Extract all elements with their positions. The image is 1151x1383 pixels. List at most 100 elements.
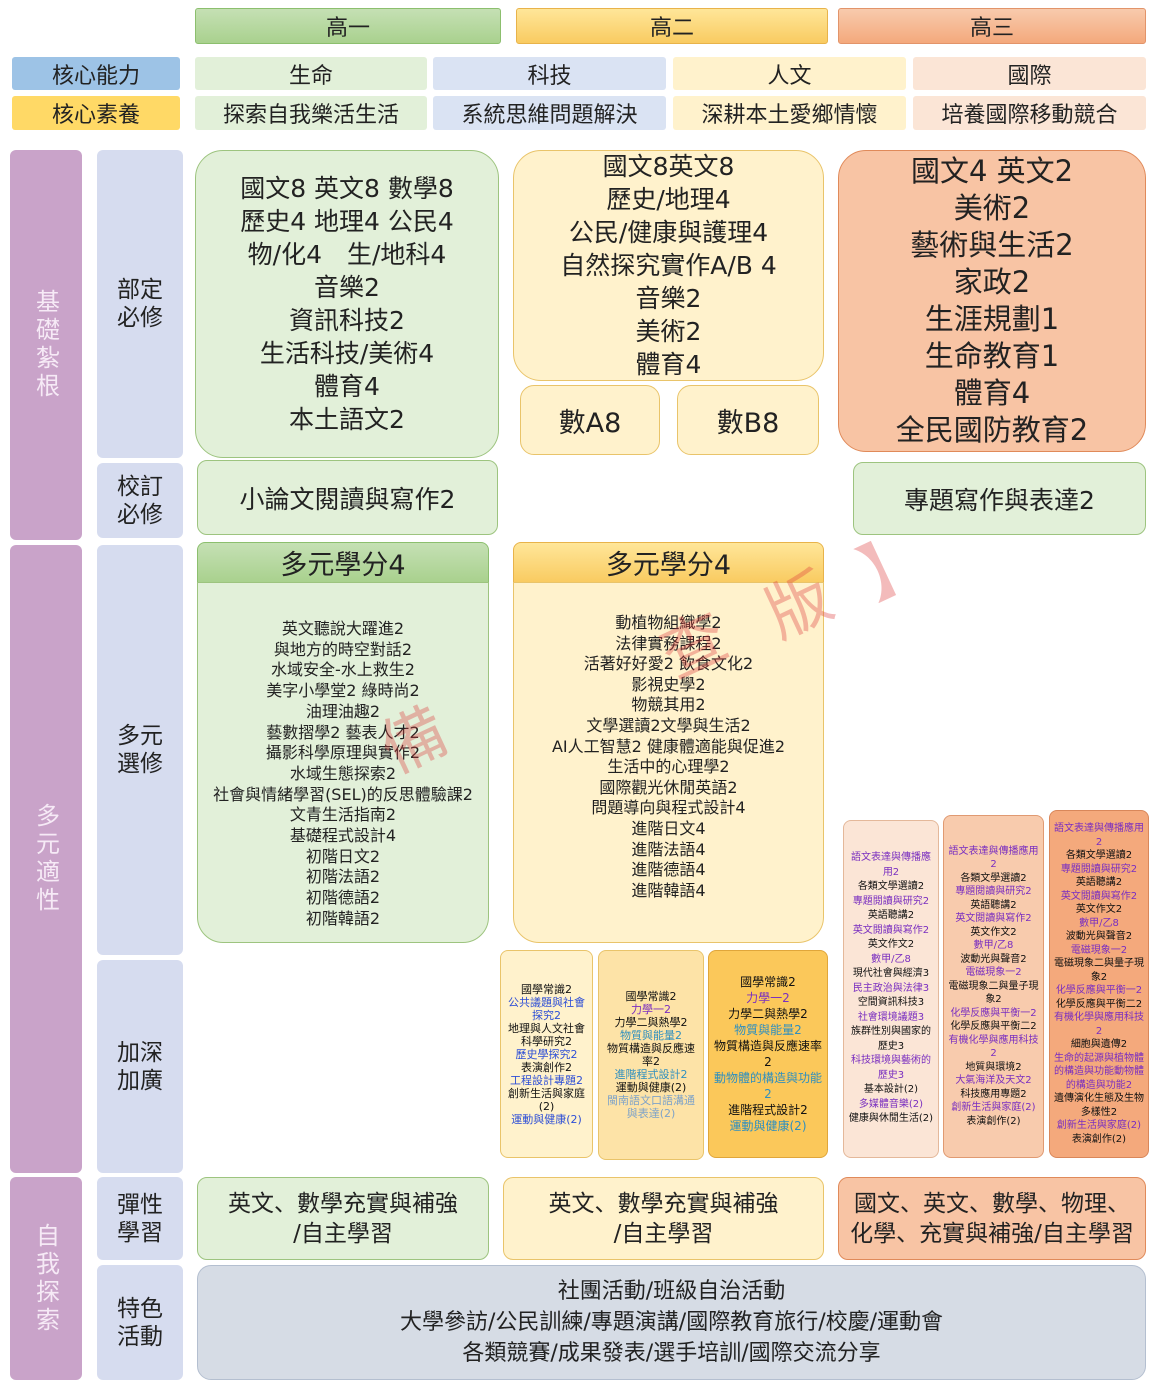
text-line: 生活中的心理學2 — [607, 757, 730, 777]
text-line: 運動與健康(2) — [615, 1081, 687, 1094]
school-required: 專題寫作與表達2 — [853, 462, 1146, 535]
text-line: 細胞與遺傳2 — [1070, 1039, 1128, 1050]
text-line: 文學選讀2文學與生活2 — [586, 715, 751, 735]
text-line: 化學反應與平衡一2 — [1055, 985, 1143, 996]
text-line: 創新生活與家庭(2) — [508, 1086, 585, 1113]
label-text: 彈性學習 — [116, 1191, 163, 1246]
text-line: 公民/健康與護理4 — [568, 218, 769, 247]
school-required: 小論文閱讀與寫作2 — [197, 460, 498, 535]
text-line: 生命教育1 — [924, 339, 1060, 373]
text-line: 工程設計專題2 — [510, 1073, 583, 1087]
literacy: 深耕本土愛鄉情懷 — [673, 96, 906, 130]
label-text: 加深加廣 — [116, 1039, 163, 1094]
row-label: 核心能力 — [12, 57, 180, 90]
text-line: 文青生活指南2 — [289, 805, 397, 825]
advanced-box: 語文表達與傳播應用2 各類文學選讀2 專題閱讀與研究2 英語聽講2 英文閱讀與寫作2 英文… — [943, 815, 1044, 1158]
math-box: 數B8 — [677, 385, 819, 455]
required-box: 國文8 英文8 數學8 歷史4 地理4 公民4 物/化4 生/地科4 音樂2 資訊科技2… — [195, 150, 499, 458]
text-line: 運動與健康(2) — [729, 1119, 807, 1133]
text-line: 數甲/乙8 — [871, 953, 911, 965]
text-line: 初階德語2 — [305, 888, 381, 908]
activities-box: 社團活動/班級自治活動 大學參訪/公民訓練/專題演講/國際教育旅行/校慶/運動會各… — [197, 1265, 1146, 1380]
text-line: 本土語文2 — [289, 405, 405, 434]
text-line: 自然探究實作A/B 4 — [560, 251, 777, 280]
row-label: 核心素養 — [12, 96, 180, 130]
math-box: 數A8 — [520, 385, 660, 455]
text-line: 生涯規劃1 — [924, 302, 1060, 336]
text-line: 英文作文2 — [867, 939, 915, 951]
text-line: 族群性別與國家的歷史3 — [851, 1026, 931, 1052]
text-line: 英文作文2 — [1075, 904, 1123, 915]
text-line: 物/化4 生/地科4 — [247, 240, 447, 269]
text-line: 有機化學與應用科技2 — [948, 1034, 1039, 1060]
text-line: 美字小學堂2 綠時尚2 — [266, 681, 420, 701]
text-line: 英文作文2 — [970, 926, 1017, 938]
literacy: 系統思維問題解決 — [433, 96, 666, 130]
text-line: 國文、英文、數學、物理、 — [854, 1190, 1130, 1217]
text-line: 化學反應與平衡二2 — [1055, 998, 1143, 1010]
text-line: 初階韓語2 — [305, 908, 381, 928]
text-line: 基本設計(2) — [863, 1084, 919, 1096]
text-line: 體育4 — [953, 376, 1031, 410]
text-line: 各類文學選讀2 — [1065, 850, 1133, 861]
text-line: 化學、充實與補強/自主學習 — [850, 1220, 1134, 1247]
required-box: 國文8英文8 歷史/地理4 公民/健康與護理4 自然探究實作A/B 4 音樂2 美術2 體育… — [513, 150, 824, 381]
text-line: 物質與能量2 — [734, 1023, 802, 1037]
row-label: 加深加廣 — [97, 960, 183, 1173]
text-line: 國文8 英文8 數學8 — [240, 174, 454, 203]
text-line: 初階日文2 — [305, 846, 381, 866]
text-line: 歷史/地理4 — [606, 185, 731, 214]
text-line: 力學一2 — [746, 991, 790, 1005]
text-line: 語文表達與傳播應用2 — [851, 852, 931, 878]
text-line: 現代社會與經濟3 — [852, 968, 930, 980]
text-line: 專題閱讀與研究2 — [955, 886, 1032, 898]
text-line: 國際觀光休閒英語2 — [599, 777, 738, 797]
text-line: 活著好好愛2 飲食文化2 — [583, 654, 754, 674]
text-line: 社團活動/班級自治活動 — [557, 1279, 786, 1304]
text-line: 數甲/乙8 — [973, 940, 1014, 952]
text-line: 化學反應與平衡二2 — [950, 1021, 1037, 1033]
text-line: 水域生態探索2 — [289, 763, 397, 783]
flexible-box: 英文、數學充實與補強/自主學習 — [197, 1177, 489, 1260]
text-line: 科技環境與藝術的歷史3 — [851, 1055, 931, 1081]
grade-header: 高二 — [516, 8, 828, 44]
competency: 人文 — [673, 57, 906, 90]
text-line: 國文4 英文2 — [910, 154, 1074, 188]
text-line: 動植物組織學2 — [615, 613, 722, 632]
text-line: 創新生活與家庭(2) — [951, 1102, 1036, 1114]
section-label: 基礎紮根 — [10, 150, 82, 540]
text-line: 電磁現象一2 — [1070, 944, 1128, 956]
text-line: 英文、數學充實與補強 — [228, 1190, 458, 1217]
text-line: 化學反應與平衡一2 — [950, 1007, 1037, 1019]
text-line: 英文閱讀與寫作2 — [1060, 890, 1138, 902]
text-line: 藝術與生活2 — [910, 228, 1074, 262]
text-line: 國學常識2 — [625, 990, 677, 1003]
text-line: 法律實務課程2 — [615, 633, 722, 653]
text-line: 社會與情緒學習(SEL)的反思體驗課2 — [213, 784, 473, 804]
row-label: 部定必修 — [97, 150, 183, 458]
text-line: 藝數摺學2 藝表人才2 — [266, 722, 420, 742]
elective-title: 多元學分4 — [513, 542, 824, 583]
grade-header: 高三 — [838, 8, 1146, 44]
competency: 科技 — [433, 57, 666, 90]
text-line: 英文閱讀與寫作2 — [955, 913, 1032, 925]
text-line: 問題導向與程式設計4 — [591, 798, 746, 818]
text-line: 地質與環境2 — [965, 1061, 1022, 1073]
text-line: 表演創作(2) — [1071, 1133, 1127, 1145]
text-line: 物競其用2 — [631, 695, 706, 715]
row-label: 多元選修 — [97, 545, 183, 955]
text-line: 家政2 — [953, 265, 1031, 299]
text-line: 初階法語2 — [305, 867, 381, 887]
text-line: 科技應用專題2 — [960, 1088, 1027, 1100]
text-line: 生活科技/美術4 — [259, 339, 435, 368]
text-line: 進階法語4 — [631, 839, 706, 859]
elective-list: 動植物組織學2 法律實務課程2 活著好好愛2 飲食文化2 影視史學2 物競其用2 文學選讀… — [513, 582, 824, 943]
elective-list: 英文聽說大躍進2 與地方的時空對話2 水域安全-水上救生2 美字小學堂2 綠時尚2 油理… — [197, 582, 489, 943]
text-line: 公共議題與社會探究2 — [508, 995, 585, 1022]
text-line: 空間資訊科技3 — [857, 997, 925, 1009]
competency: 生命 — [195, 57, 427, 90]
text-line: 全民國防教育2 — [895, 413, 1089, 447]
text-line: 英文、數學充實與補強 — [548, 1190, 779, 1217]
text-line: 音樂2 — [635, 284, 702, 313]
